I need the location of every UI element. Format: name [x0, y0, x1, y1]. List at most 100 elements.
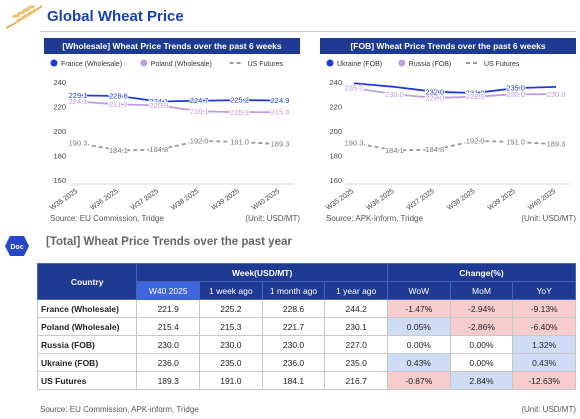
change-col-header: WoW	[387, 281, 451, 300]
data-label: 190.3	[69, 138, 88, 147]
x-tick-label: W36 2025	[89, 188, 119, 212]
chart-legend: France (Wholesale) Poland (Wholesale) US F…	[50, 59, 283, 68]
data-label: 227.0	[425, 93, 444, 102]
series-group: 232.0 231.0 235.0	[353, 82, 557, 99]
table-row: Ukraine (FOB) 236.0 235.0 236.0 235.0 0.…	[36, 353, 576, 372]
price-cell: 221.7	[261, 317, 326, 336]
wholesale-chart: [Wholesale] Wheat Price Trends over the …	[44, 38, 300, 228]
chart-unit: (Unit: USD/MT)	[521, 214, 576, 223]
x-tick-label: W40 2025	[251, 188, 281, 212]
section-title: [Total] Wheat Price Trends over the past…	[46, 236, 292, 248]
legend-label: France (Wholesale)	[61, 61, 122, 68]
chart-source: Source: APK-inform, Tridge	[326, 214, 423, 223]
wholesale-chart-plot: France (Wholesale) Poland (Wholesale) US F…	[49, 59, 294, 212]
y-tick-label: 160	[329, 176, 342, 185]
legend-swatch	[140, 59, 148, 67]
change-col-header: MoM	[449, 281, 514, 300]
change-group-header: Change(%)	[387, 263, 576, 282]
series-group: 229.1 228.6 224.1 224.7 225.2 224.9	[68, 90, 291, 107]
change-cell: -2.86%	[449, 317, 514, 336]
price-cell: 235.0	[324, 353, 388, 372]
change-cell: 0.00%	[387, 335, 451, 354]
data-label: 184.8	[149, 145, 168, 154]
country-cell: Poland (Wholesale)	[36, 317, 138, 336]
price-cell: 184.1	[261, 371, 326, 390]
data-label: 189.3	[547, 140, 566, 149]
chart-legend: Ukraine (FOB) Russia (FOB) US Futures	[326, 59, 520, 68]
price-cell: 230.0	[136, 335, 201, 354]
chart-unit: (Unit: USD/MT)	[245, 214, 300, 223]
price-cell: 215.3	[199, 317, 263, 336]
header-divider	[40, 31, 576, 32]
data-label: 215.4	[271, 108, 290, 117]
change-cell: -6.40%	[512, 317, 576, 336]
data-label: 184.8	[425, 145, 444, 154]
country-cell: Ukraine (FOB)	[36, 353, 138, 372]
legend-item: US Futures	[229, 61, 283, 68]
series-group: 224.1 221.7 220.9 216.1 215.3 215.4	[68, 96, 291, 118]
price-cell: 225.2	[199, 299, 263, 318]
price-cell: 236.0	[261, 353, 326, 372]
week-col-header: 1 week ago	[199, 281, 263, 300]
change-cell: -9.13%	[512, 299, 576, 318]
legend-swatch	[398, 59, 406, 67]
data-label: 215.3	[230, 108, 249, 117]
legend-item: Ukraine (FOB)	[326, 59, 382, 68]
series-group: 190.3 184.1 184.8 192.0 191.0 189.3	[344, 135, 567, 156]
price-cell: 221.9	[136, 299, 201, 318]
table-row: US Futures 189.3 191.0 184.1 216.7 -0.87…	[36, 371, 576, 390]
data-label: 230.0	[547, 90, 566, 99]
x-tick-label: W38 2025	[170, 188, 200, 212]
country-cell: Russia (FOB)	[36, 335, 138, 354]
x-tick-label: W39 2025	[211, 188, 241, 212]
y-tick-label: 240	[53, 78, 66, 87]
y-tick-label: 180	[53, 152, 66, 161]
change-cell: 0.00%	[449, 335, 514, 354]
series-line	[353, 87, 556, 99]
data-label: 225.2	[230, 96, 249, 105]
data-label: 189.3	[271, 140, 290, 149]
data-label: 224.1	[69, 97, 88, 106]
chart-title: [Wholesale] Wheat Price Trends over the …	[44, 38, 300, 54]
legend-label: Ukraine (FOB)	[337, 61, 382, 68]
data-label: 235.0	[506, 84, 525, 93]
change-cell: 0.05%	[387, 317, 451, 336]
data-label: 230.0	[506, 90, 525, 99]
chart-title: [FOB] Wheat Price Trends over the past 6…	[320, 38, 576, 54]
y-tick-label: 220	[53, 103, 66, 112]
change-cell: -1.47%	[387, 299, 451, 318]
x-tick-label: W38 2025	[446, 188, 476, 212]
series-line	[77, 100, 281, 114]
x-tick-label: W35 2025	[325, 188, 355, 212]
legend-item: US Futures	[466, 61, 520, 68]
table-unit: (Unit: USD/MT)	[521, 405, 576, 414]
y-tick-label: 180	[329, 152, 342, 161]
data-label: 224.1	[149, 97, 168, 106]
change-cell: -2.94%	[449, 299, 514, 318]
change-cell: 0.43%	[512, 353, 576, 372]
data-label: 228.0	[466, 92, 485, 101]
data-label: 191.0	[506, 138, 525, 147]
data-label: 192.0	[466, 136, 485, 145]
x-tick-label: W35 2025	[49, 188, 79, 212]
table-source: Source: EU Commission, APK-inform, Tridg…	[40, 405, 199, 414]
country-header: Country	[36, 263, 138, 300]
data-label: 184.1	[109, 146, 128, 155]
chart-source: Source: EU Commission, Tridge	[50, 214, 164, 223]
table-row: Russia (FOB) 230.0 230.0 230.0 227.0 0.0…	[36, 335, 576, 354]
price-cell: 228.6	[261, 299, 326, 318]
country-cell: France (Wholesale)	[36, 299, 138, 318]
doc-badge: Doc	[5, 236, 29, 256]
legend-item: Poland (Wholesale)	[140, 59, 212, 68]
series-line	[353, 139, 557, 152]
x-tick-label: W37 2025	[130, 188, 160, 212]
legend-item: Russia (FOB)	[398, 59, 451, 68]
legend-label: Poland (Wholesale)	[151, 61, 212, 68]
wheat-icon	[5, 5, 43, 29]
page-header: Global Wheat Price	[0, 0, 580, 32]
change-cell: -12.63%	[512, 371, 576, 390]
table-row: Poland (Wholesale) 215.4 215.3 221.7 230…	[36, 317, 576, 336]
price-cell: 227.0	[324, 335, 388, 354]
fob-chart: [FOB] Wheat Price Trends over the past 6…	[320, 38, 576, 228]
change-cell: 0.00%	[449, 353, 514, 372]
